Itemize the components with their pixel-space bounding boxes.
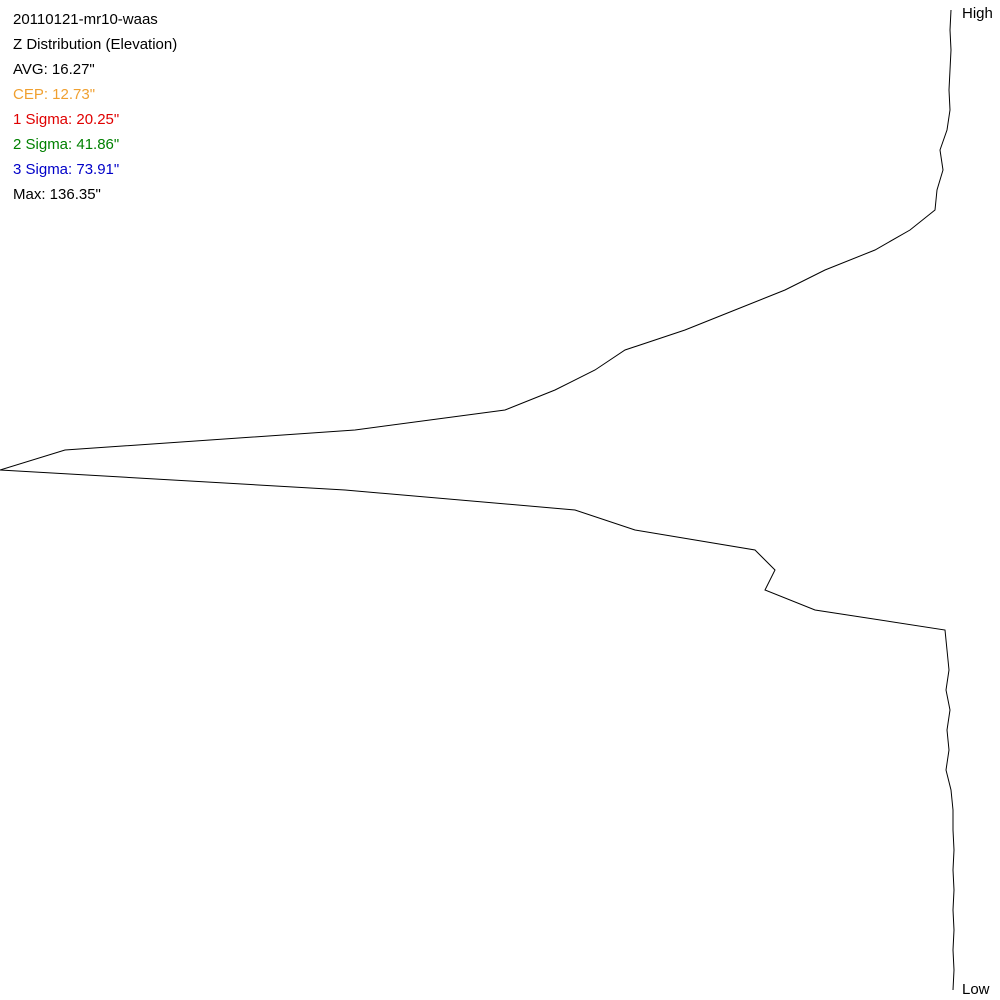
chart-title: 20110121-mr10-waas <box>13 11 158 28</box>
stat-label: CEP: 12.73" <box>13 86 95 103</box>
stat-label: 2 Sigma: 41.86" <box>13 136 119 153</box>
stat-label: 3 Sigma: 73.91" <box>13 161 119 178</box>
chart-subtitle: Z Distribution (Elevation) <box>13 36 177 53</box>
stat-label: Max: 136.35" <box>13 186 101 203</box>
bottom-label: Low <box>962 981 990 998</box>
stat-label: AVG: 16.27" <box>13 61 95 78</box>
stat-label: 1 Sigma: 20.25" <box>13 111 119 128</box>
top-label: High <box>962 5 993 22</box>
distribution-line <box>0 9 955 991</box>
